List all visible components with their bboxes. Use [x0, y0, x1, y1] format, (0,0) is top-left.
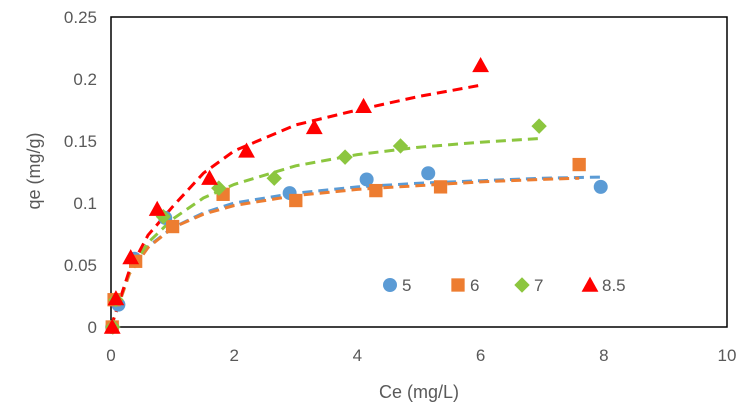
data-point	[369, 183, 383, 198]
axes-layer: 0 2 4 6 8 10 0 0.05 0.1 0.15 0.2 0.25	[64, 8, 737, 365]
data-point	[359, 172, 374, 187]
data-point	[122, 249, 140, 265]
x-tick-label: 10	[718, 346, 737, 365]
legend-label: 8.5	[602, 276, 626, 295]
data-point	[148, 200, 166, 216]
legend-label: 6	[470, 276, 479, 295]
y-tick-label: 0.2	[73, 70, 97, 89]
data-point	[165, 219, 180, 234]
y-tick-label: 0.15	[64, 132, 97, 151]
y-tick-label: 0.1	[73, 194, 97, 213]
fit-line-series-2	[109, 176, 580, 328]
series-4-points	[103, 56, 489, 334]
legend-marker	[514, 277, 530, 293]
data-point	[392, 138, 409, 154]
data-point	[421, 166, 436, 181]
y-axis-title: qe (mg/g)	[24, 132, 44, 209]
data-point	[472, 56, 489, 73]
data-point	[201, 169, 218, 185]
fit-line-series-3	[109, 137, 540, 328]
legend-item-3: 7	[514, 276, 543, 295]
y-tick-label: 0.05	[64, 256, 97, 275]
data-point	[305, 118, 323, 135]
legend-item-1: 5	[383, 276, 411, 295]
data-point	[593, 179, 608, 194]
data-point	[289, 193, 303, 208]
x-tick-label: 4	[353, 346, 362, 365]
plot-area-border	[110, 16, 728, 328]
series-1-points	[105, 166, 608, 334]
data-point	[103, 318, 121, 334]
fit-line-series-4	[109, 83, 481, 328]
data-point	[531, 118, 547, 134]
data-point	[572, 157, 586, 172]
legend-marker	[581, 276, 599, 292]
legend-item-2: 6	[451, 276, 479, 295]
data-point	[433, 180, 448, 194]
series-2-points	[105, 157, 586, 334]
data-point	[266, 170, 282, 186]
legend-label: 5	[402, 276, 411, 295]
fit-line-series-1	[109, 175, 604, 328]
x-tick-label: 2	[229, 346, 238, 365]
data-point	[107, 290, 125, 306]
y-tick-label: 0.25	[64, 8, 97, 27]
data-point	[337, 149, 353, 165]
data-point	[238, 142, 255, 158]
legend: 5 6 7 8.5	[383, 276, 626, 295]
legend-item-4: 8.5	[581, 276, 626, 295]
legend-label: 7	[534, 276, 543, 295]
fit-lines-layer	[109, 83, 604, 328]
x-axis-title: Ce (mg/L)	[379, 382, 459, 402]
y-tick-label: 0	[88, 318, 97, 337]
x-tick-label: 6	[476, 346, 485, 365]
x-tick-label: 0	[106, 346, 115, 365]
data-points-layer	[103, 56, 608, 335]
legend-marker	[383, 278, 397, 292]
data-point	[355, 97, 372, 113]
legend-marker	[451, 278, 465, 292]
x-tick-label: 8	[599, 346, 608, 365]
